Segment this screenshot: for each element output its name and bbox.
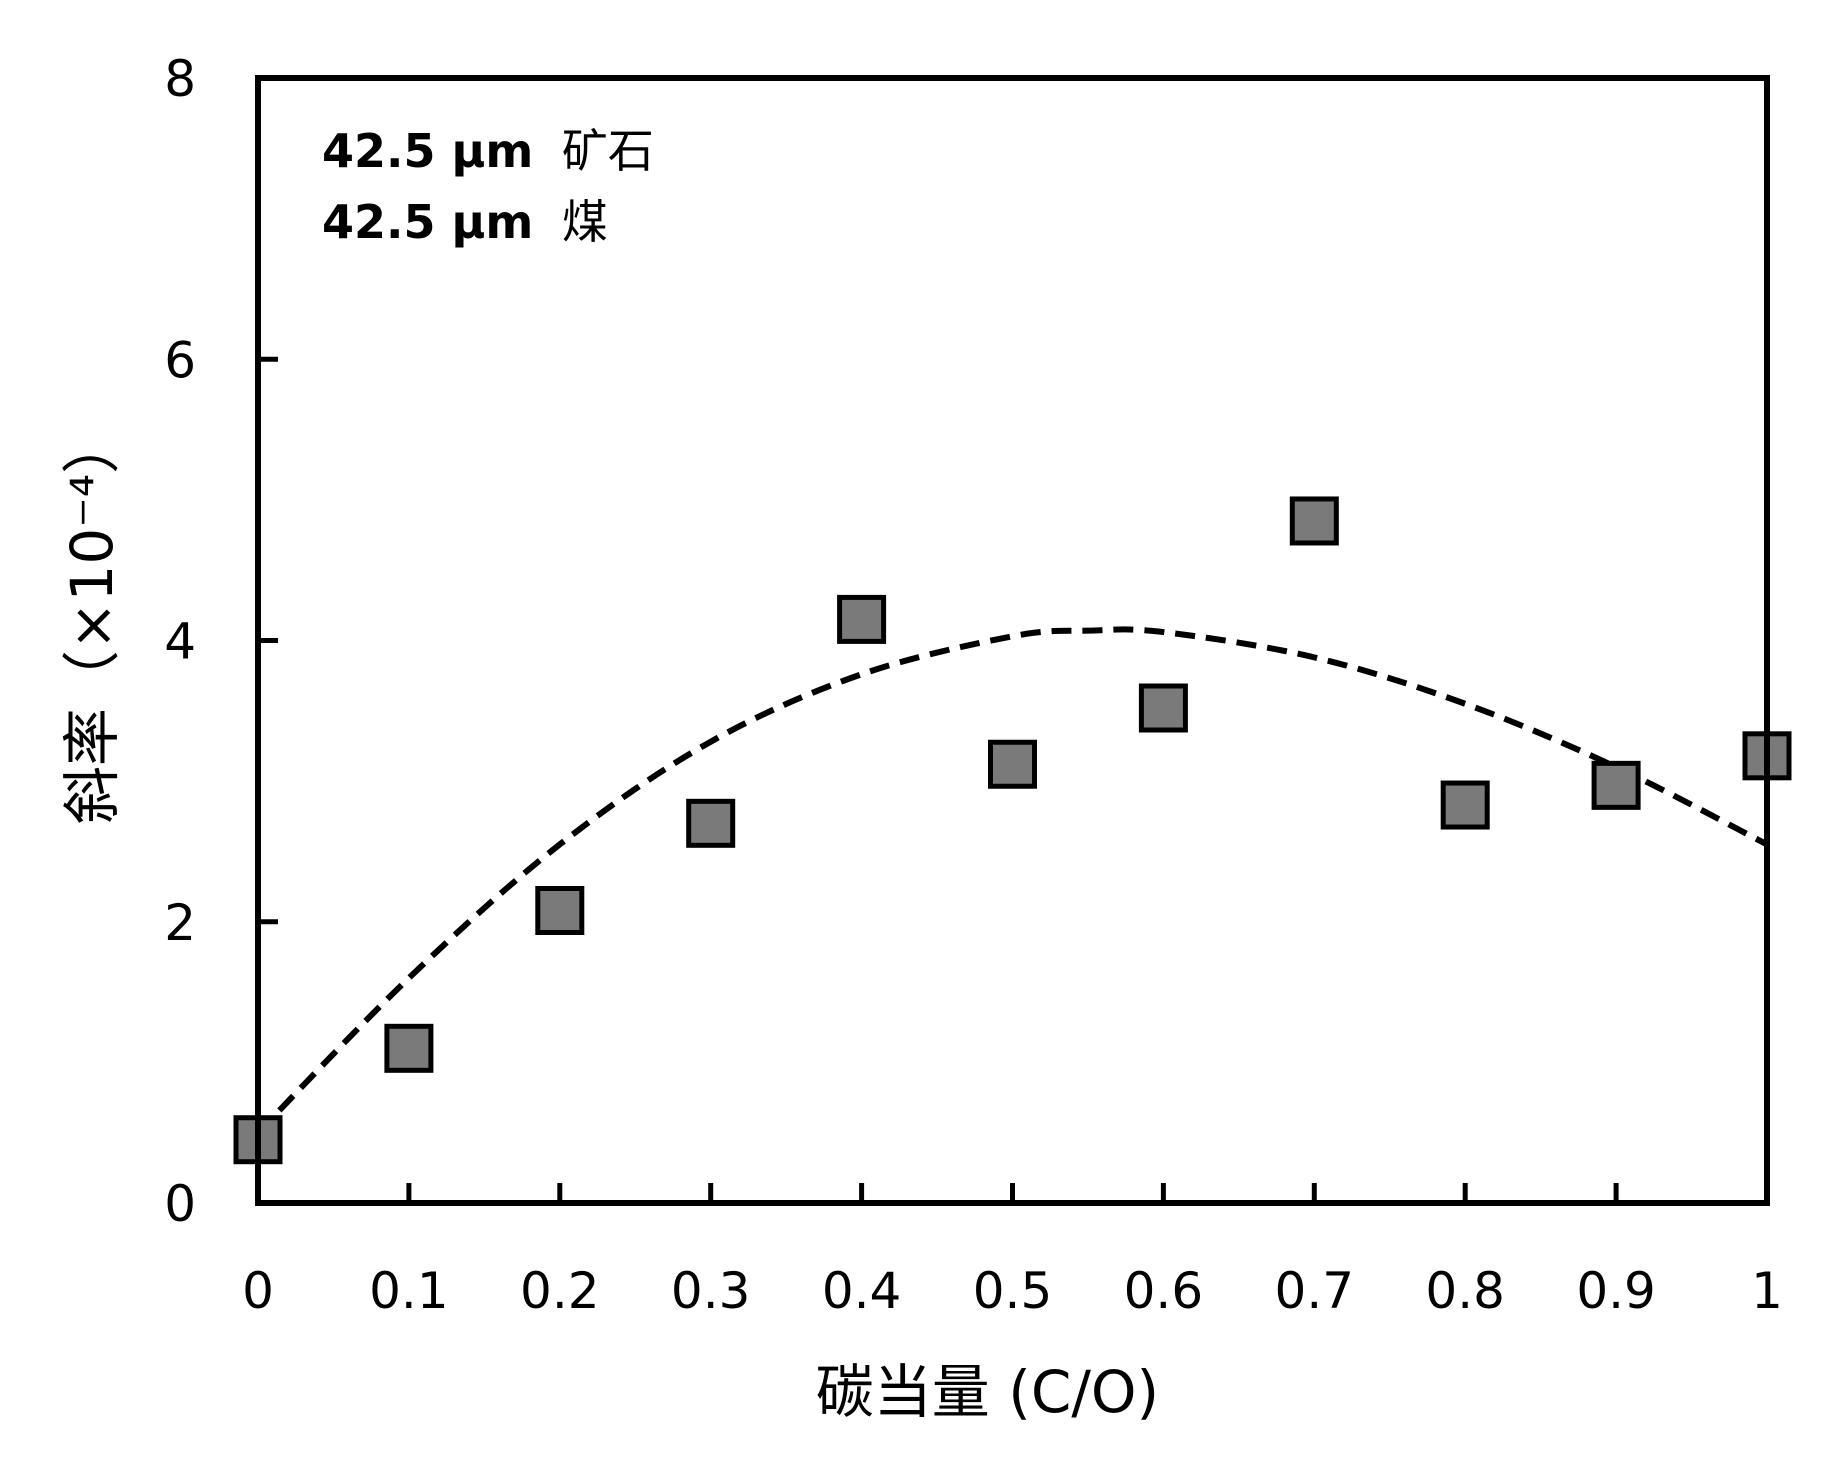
x-tick-label: 0.1	[369, 1262, 449, 1320]
fit-curve-dashed	[255, 626, 1769, 1135]
x-tick-label: 0.6	[1124, 1262, 1204, 1320]
y-tick-label: 8	[164, 50, 196, 108]
annotation-ore-size: 42.5 μm	[322, 124, 533, 178]
x-tick-label: 0	[242, 1262, 274, 1320]
x-tick-label: 0.2	[520, 1262, 600, 1320]
y-axis-title: 斜率（×10⁻⁴）	[58, 416, 126, 824]
data-point-square	[384, 1023, 434, 1073]
x-tick-label: 0.8	[1425, 1262, 1505, 1320]
annotation-coal-size: 42.5 μm	[322, 195, 533, 249]
y-tick-label: 2	[164, 894, 196, 952]
x-tick-label: 0.5	[973, 1262, 1053, 1320]
annotation-ore: 42.5 μm 矿石	[322, 124, 654, 178]
data-point-square	[535, 886, 585, 935]
data-points-layer	[233, 496, 1792, 1165]
y-tick-label: 6	[164, 331, 196, 389]
data-point-square	[1289, 496, 1339, 546]
data-point-square	[1591, 760, 1641, 810]
data-point-square	[988, 739, 1037, 789]
x-tick-label: 1	[1751, 1262, 1783, 1320]
x-tick-label: 0.9	[1576, 1262, 1656, 1320]
annotation-coal-label: 煤	[562, 195, 608, 249]
data-point-square	[837, 594, 887, 644]
y-tick-label: 0	[164, 1175, 196, 1233]
tick-labels: 0 0.1 0.2 0.3 0.4 0.5 0.6 0.7 0.8 0.9 1 0 2 4 6 8	[164, 50, 1783, 1320]
x-tick-label: 0.3	[671, 1262, 751, 1320]
annotation-ore-label: 矿石	[562, 124, 654, 178]
x-tick-label: 0.4	[822, 1262, 902, 1320]
x-axis-title: 碳当量 (C/O)	[816, 1358, 1159, 1426]
annotation-coal: 42.5 μm 煤	[322, 195, 608, 249]
data-point-square	[1440, 780, 1490, 830]
data-point-square	[686, 798, 736, 848]
y-tick-label: 4	[164, 613, 196, 671]
data-point-square	[1138, 683, 1188, 733]
plot-frame	[255, 75, 1770, 1206]
fit-curve-layer	[255, 626, 1769, 1135]
x-tick-label: 0.7	[1275, 1262, 1355, 1320]
